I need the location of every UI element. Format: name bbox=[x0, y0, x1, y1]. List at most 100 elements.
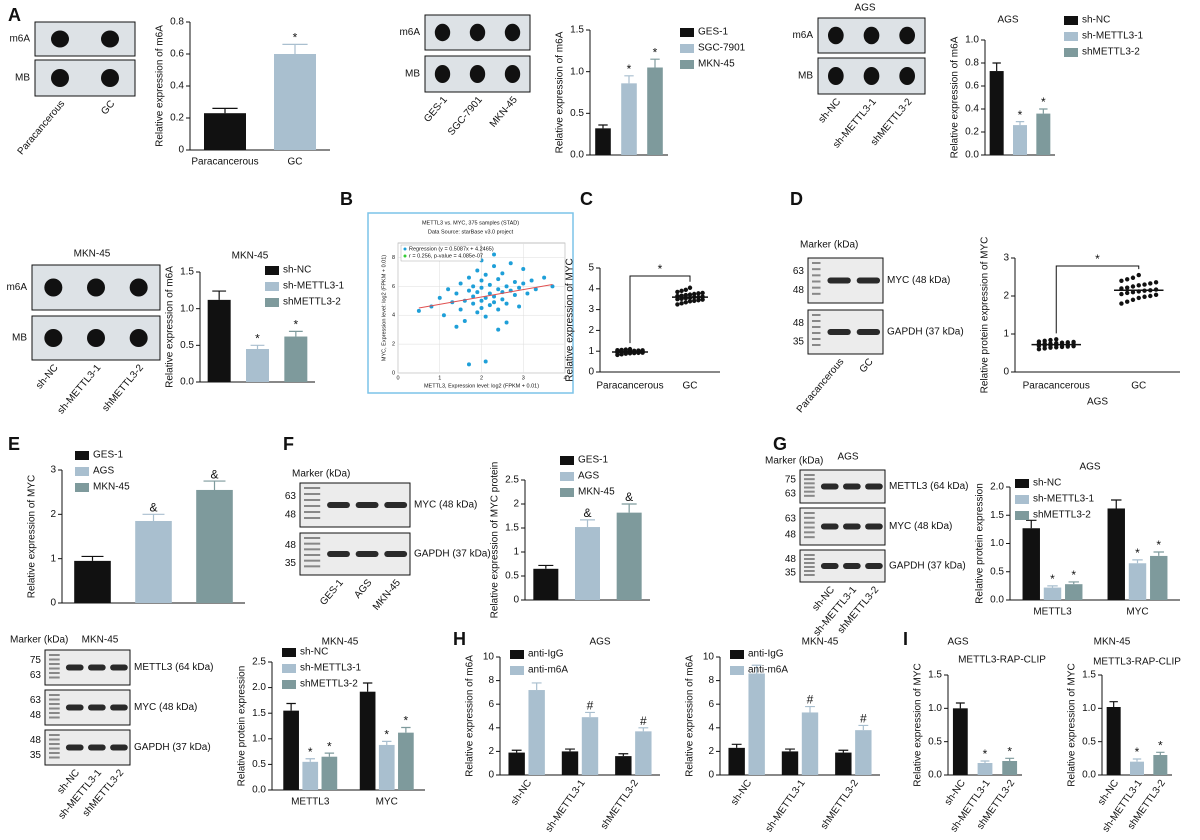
y-tick-label: 0 bbox=[708, 770, 714, 781]
bar bbox=[302, 761, 319, 790]
bar bbox=[398, 732, 414, 790]
y-axis-label: Relative expression of m6A bbox=[155, 25, 166, 147]
significance-mark: * bbox=[1071, 568, 1076, 582]
y-tick-label: 0.0 bbox=[180, 377, 194, 388]
legend-label: shMETTL3-2 bbox=[1033, 510, 1091, 521]
data-point bbox=[487, 282, 492, 287]
y-tick-label: 1.5 bbox=[180, 267, 194, 278]
data-point bbox=[479, 298, 484, 303]
y-tick-label: 2.5 bbox=[252, 657, 266, 668]
bar bbox=[1002, 761, 1018, 775]
error-bar bbox=[980, 760, 990, 763]
y-tick-label: 1.0 bbox=[965, 35, 979, 46]
marker-band bbox=[49, 663, 60, 665]
panel-label: F bbox=[283, 434, 294, 454]
legend-label: sh-METTL3-1 bbox=[1033, 494, 1095, 505]
data-point bbox=[496, 307, 501, 312]
data-point bbox=[466, 275, 471, 280]
marker-band bbox=[812, 344, 821, 346]
legend-swatch bbox=[560, 456, 574, 465]
y-axis-label: Relative expression of m6A bbox=[165, 266, 176, 388]
y-tick-label: 0.0 bbox=[252, 785, 266, 796]
data-point bbox=[696, 291, 701, 296]
y-tick-label: 2 bbox=[488, 746, 494, 757]
y-tick-label: 1 bbox=[50, 553, 56, 564]
legend-label: MKN-45 bbox=[698, 59, 735, 70]
band bbox=[856, 277, 881, 284]
error-bar bbox=[1109, 701, 1118, 707]
data-point bbox=[619, 347, 624, 353]
y-tick-label: 0.8 bbox=[965, 58, 979, 69]
data-point bbox=[692, 298, 697, 304]
y-axis-label: Relative expression of MYC protein bbox=[490, 462, 501, 619]
marker-band bbox=[812, 292, 821, 295]
blot-title: MKN-45 bbox=[74, 249, 111, 260]
spot bbox=[44, 278, 63, 297]
row-label: GAPDH (37 kDa) bbox=[414, 549, 491, 560]
y-tick-label: 0.5 bbox=[990, 566, 1004, 577]
data-point bbox=[679, 301, 684, 306]
data-point bbox=[1136, 283, 1141, 288]
legend-swatch bbox=[265, 266, 279, 275]
data-point bbox=[517, 304, 522, 309]
data-point bbox=[1054, 337, 1059, 342]
bar bbox=[616, 512, 642, 600]
bar bbox=[977, 763, 993, 775]
data-point bbox=[521, 267, 526, 271]
marker-band bbox=[49, 694, 60, 696]
legend-label: AGS bbox=[578, 471, 599, 482]
data-point bbox=[512, 293, 517, 297]
significance-mark: # bbox=[860, 712, 867, 726]
significance-mark: & bbox=[149, 501, 157, 515]
lane-label: GC bbox=[858, 357, 876, 376]
marker-band bbox=[49, 712, 60, 714]
data-point bbox=[1136, 272, 1141, 278]
y-tick-label: 0.0 bbox=[965, 150, 979, 161]
data-point bbox=[483, 272, 488, 277]
significance-mark: & bbox=[583, 506, 591, 520]
data-point bbox=[1142, 282, 1147, 287]
x-tick-label: 2 bbox=[480, 375, 483, 381]
row-label: MYC (48 kDa) bbox=[414, 500, 477, 511]
data-point bbox=[504, 301, 509, 306]
marker-label: 48 bbox=[285, 509, 297, 520]
y-tick-label: 0 bbox=[488, 770, 494, 781]
row-label: m6A bbox=[399, 27, 420, 38]
legend-label: AGS bbox=[93, 466, 114, 477]
legend-label: MKN-45 bbox=[93, 482, 130, 493]
y-tick-label: 0.5 bbox=[180, 340, 194, 351]
legend-swatch bbox=[680, 44, 694, 53]
band bbox=[820, 563, 839, 569]
band bbox=[827, 329, 851, 335]
legend-label: Regression (y = 0.5087x + 4.2465) bbox=[409, 246, 494, 252]
y-tick-label: 0.5 bbox=[570, 108, 584, 119]
band bbox=[820, 523, 839, 530]
significance-mark: * bbox=[293, 318, 298, 332]
legend-swatch bbox=[680, 60, 694, 69]
y-tick-label: 0.0 bbox=[990, 595, 1004, 606]
error-bar bbox=[324, 752, 335, 757]
y-tick-label: 0 bbox=[588, 367, 594, 378]
significance-bracket bbox=[629, 275, 691, 344]
marker-label: 48 bbox=[285, 540, 297, 551]
data-point bbox=[504, 320, 509, 325]
bar bbox=[1013, 125, 1027, 155]
data-point bbox=[1119, 278, 1124, 283]
legend-swatch bbox=[265, 298, 279, 307]
x-tick-label: 0 bbox=[396, 375, 399, 381]
marker-label: 63 bbox=[30, 695, 42, 706]
data-point bbox=[683, 300, 688, 305]
x-axis-label: AGS bbox=[1087, 397, 1108, 408]
y-tick-label: 2 bbox=[392, 342, 395, 348]
legend-swatch bbox=[403, 247, 407, 251]
x-tick-label: Paracancerous bbox=[191, 157, 258, 168]
marker-label: 35 bbox=[30, 750, 42, 761]
data-point bbox=[466, 288, 471, 293]
significance-mark: * bbox=[1135, 745, 1140, 759]
marker-band bbox=[49, 747, 60, 750]
band bbox=[65, 744, 84, 751]
bar bbox=[621, 83, 637, 155]
y-tick-label: 0.5 bbox=[505, 571, 519, 582]
marker-title: Marker (kDa) bbox=[292, 469, 350, 480]
row-label: GAPDH (37 kDa) bbox=[134, 742, 211, 753]
